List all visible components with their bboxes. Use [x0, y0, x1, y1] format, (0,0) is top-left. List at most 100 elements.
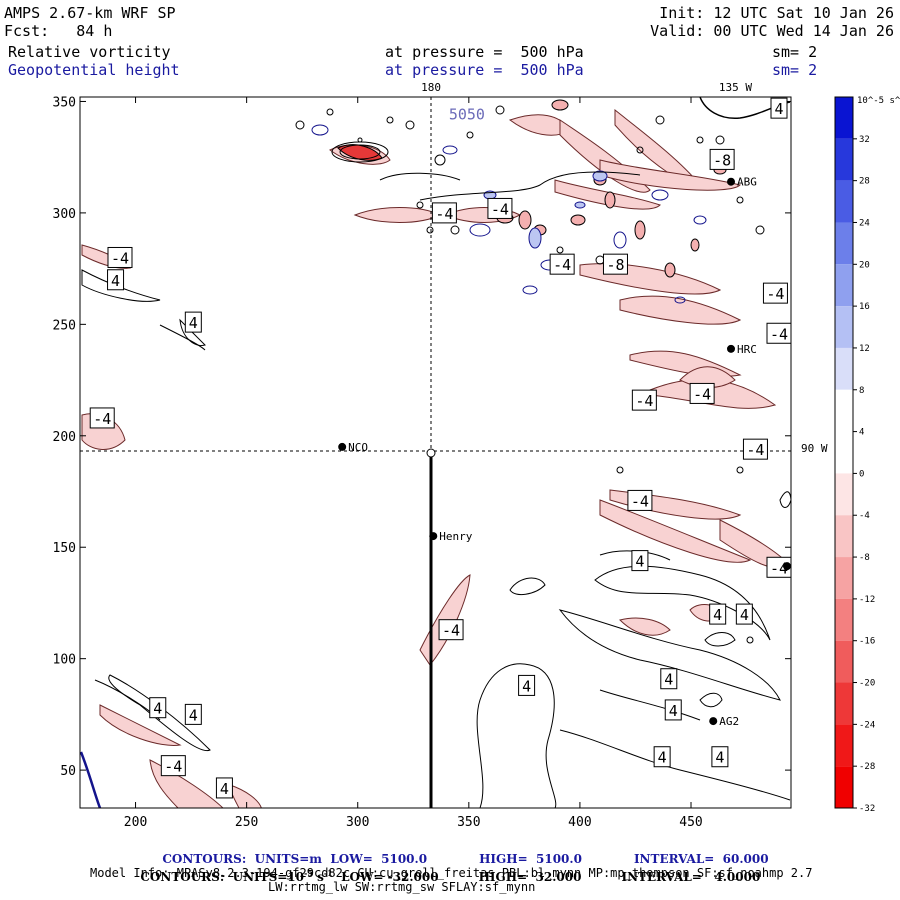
station-label: AG2 — [719, 715, 739, 728]
field2-smoothing: sm= 2 — [772, 61, 818, 79]
field1-level: at pressure = 500 hPa — [385, 43, 584, 61]
contour-label-29: 4 — [215, 777, 233, 799]
svg-text:4: 4 — [740, 606, 749, 624]
svg-text:4: 4 — [635, 553, 644, 571]
colorbar-segment-4 — [835, 264, 853, 307]
height-contour-label: 5050 — [449, 106, 485, 124]
colorbar-segment-12 — [835, 598, 853, 641]
contour-label-27: 4 — [653, 746, 671, 768]
svg-text:4: 4 — [111, 272, 120, 290]
field1-smoothing: sm= 2 — [772, 43, 818, 61]
colorbar-tick-label-0: 0 — [859, 469, 864, 479]
contour-label-17: 4 — [631, 550, 649, 572]
model-info-radiation: LW:rrtmg_lw SW:rrtmg_sw SFLAY:sf_mynn — [268, 880, 536, 894]
colorbar-segment-14 — [835, 682, 853, 725]
colorbar-tick-label-20: 20 — [859, 260, 870, 270]
pole-marker — [426, 448, 436, 458]
colorbar-tick-label-12: 12 — [859, 344, 870, 354]
vorticity-map: 200 250 300 350 400 4505010015020025030035018… — [53, 81, 900, 830]
svg-text:-4: -4 — [164, 758, 182, 776]
x-tick-label-350: 350 — [457, 815, 480, 830]
contour-label-18: 4 — [709, 603, 727, 625]
colorbar-tick-label-8: 8 — [859, 386, 864, 396]
contour-label-12: -4 — [689, 382, 715, 404]
forecast-hour: Fcst: 84 h — [4, 22, 113, 40]
svg-text:-4: -4 — [93, 410, 111, 428]
colorbar-tick-label-24: 24 — [859, 218, 870, 228]
svg-text:4: 4 — [664, 671, 673, 689]
field1-name: Relative vorticity — [8, 43, 171, 61]
svg-text:4: 4 — [522, 677, 531, 695]
contour-label-15: -4 — [627, 489, 653, 511]
meridian-label-0: 180 — [421, 81, 441, 94]
contour-label-10: -4 — [766, 322, 792, 344]
contour-label-21: 4 — [518, 674, 536, 696]
contour-label-0: 4 — [770, 97, 788, 119]
vorticity-contour-info: CONTOURS: UNITS=10-5 s-1 LOW= -32.000 HIG… — [132, 852, 760, 884]
colorbar-frame — [834, 96, 854, 809]
x-tick-label-200: 200 — [124, 815, 147, 830]
colorbar-segment-2 — [835, 180, 853, 223]
colorbar-segment-1 — [835, 138, 853, 181]
model-title: AMPS 2.67-km WRF SP — [4, 4, 176, 22]
meridian-label-1: 135 W — [719, 81, 752, 94]
station-ag2: AG2 — [709, 715, 739, 728]
y-tick-label-100: 100 — [53, 653, 76, 668]
station-marker — [727, 177, 736, 186]
contour-label-23: 4 — [664, 699, 682, 721]
contour-label-20: -4 — [438, 619, 464, 641]
vort-interval: INTERVAL= 4.0000 — [621, 870, 761, 884]
station-label: NCO — [348, 441, 368, 454]
latitude-label: 90 W — [801, 442, 828, 455]
valid-time: Valid: 00 UTC Wed 14 Jan 26 — [650, 22, 894, 40]
x-tick-label-400: 400 — [568, 815, 591, 830]
colorbar-tick-label-32: 32 — [859, 135, 870, 145]
svg-text:4: 4 — [715, 749, 724, 767]
field2-level: at pressure = 500 hPa — [385, 61, 584, 79]
colorbar-segment-9 — [835, 473, 853, 516]
height-contour-interval: INTERVAL= 60.000 — [633, 852, 769, 866]
svg-text:4: 4 — [774, 100, 783, 118]
svg-text:-4: -4 — [553, 256, 571, 274]
svg-text:4: 4 — [713, 606, 722, 624]
station-henry: Henry — [429, 530, 473, 543]
contour-label-24: 4 — [149, 697, 167, 719]
contour-label-1: -8 — [709, 148, 735, 170]
station-marker — [338, 442, 347, 451]
svg-text:4: 4 — [189, 314, 198, 332]
contour-label-19: 4 — [735, 603, 753, 625]
colorbar-tick-label--16: -16 — [859, 637, 875, 647]
y-tick-label-200: 200 — [53, 430, 76, 445]
x-tick-label-450: 450 — [679, 815, 702, 830]
height-contour-high: HIGH= 5100.0 — [479, 852, 582, 866]
colorbar-tick-label--8: -8 — [859, 553, 870, 563]
y-tick-label-250: 250 — [53, 318, 76, 333]
svg-text:-4: -4 — [435, 205, 453, 223]
vort-units-exp2: -1 — [323, 868, 333, 878]
colorbar-segment-0 — [835, 97, 853, 139]
svg-text:-4: -4 — [491, 200, 509, 218]
colorbar-tick-label-28: 28 — [859, 177, 870, 187]
colorbar-segment-7 — [835, 389, 853, 432]
contour-label-3: -4 — [487, 197, 513, 219]
x-tick-label-250: 250 — [235, 815, 258, 830]
contour-label-9: -4 — [762, 282, 788, 304]
svg-text:-4: -4 — [442, 622, 460, 640]
init-time: Init: 12 UTC Sat 10 Jan 26 — [659, 4, 894, 22]
colorbar-tick-label--32: -32 — [859, 804, 875, 814]
x-tick-label-300: 300 — [346, 815, 369, 830]
model-info: Model Info: MPASv8.2.3-194-gf29cd82c CU:… — [90, 866, 813, 880]
svg-text:-4: -4 — [770, 559, 788, 577]
svg-text:-4: -4 — [111, 249, 129, 267]
svg-text:-4: -4 — [635, 392, 653, 410]
contour-field — [80, 97, 791, 808]
colorbar-tick-label-16: 16 — [859, 302, 870, 312]
svg-text:-8: -8 — [606, 256, 624, 274]
colorbar-tick-label--24: -24 — [859, 720, 875, 730]
svg-text:-4: -4 — [770, 325, 788, 343]
station-label: HRC — [737, 343, 757, 356]
colorbar-segment-16 — [835, 766, 853, 808]
colorbar-segment-6 — [835, 347, 853, 390]
station-marker — [727, 344, 736, 353]
colorbar-tick-label--20: -20 — [859, 679, 875, 689]
